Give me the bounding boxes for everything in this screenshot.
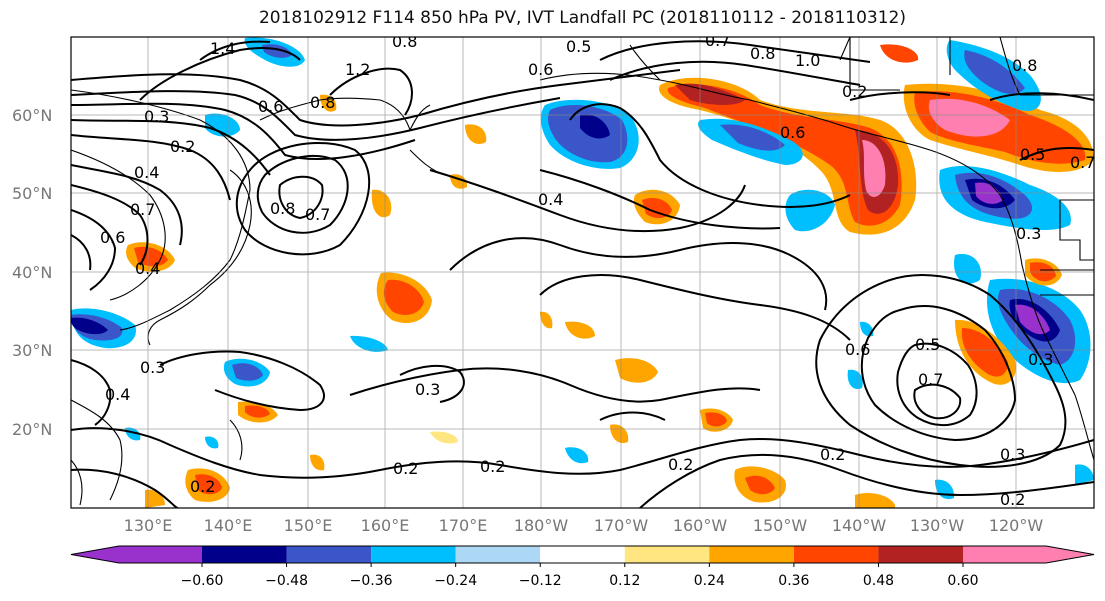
contour-labels: 1.4 0.8 0.5 0.7 0.8 1.0 0.6 1.2 0.3 0.2 … [100, 31, 1095, 509]
contour-label: 0.6 [100, 228, 125, 247]
contour-label: 0.8 [270, 199, 295, 218]
contour-label: 0.4 [538, 190, 563, 209]
colorbar-swatch [963, 546, 1094, 563]
lat-label: 40°N [12, 263, 52, 282]
colorbar-tick-label: −0.48 [265, 573, 308, 589]
contour-lines [71, 40, 1094, 508]
colorbar-swatch [878, 546, 963, 563]
colorbar-tick-label: 0.60 [947, 573, 978, 589]
contour-label: 0.3 [140, 358, 165, 377]
longitude-labels: 130°E 140°E 150°E 160°E 170°E 180°W 170°… [124, 516, 1044, 535]
lat-label: 60°N [12, 106, 52, 125]
contour-label: 0.7 [130, 200, 155, 219]
contour-label: 0.2 [1000, 490, 1025, 509]
contour-label: 0.3 [1000, 445, 1025, 464]
contour-label: 0.8 [750, 44, 775, 63]
colorbar-swatch [286, 546, 372, 563]
contour-label: 0.5 [1020, 145, 1045, 164]
lon-label: 140°E [204, 516, 253, 535]
contour-label: 0.2 [190, 477, 215, 496]
contour-label: 0.2 [668, 455, 693, 474]
lon-label: 170°E [439, 516, 488, 535]
contour-label: 0.2 [170, 137, 195, 156]
lon-label: 160°E [361, 516, 410, 535]
contour-label: 0.4 [135, 259, 160, 278]
lon-label: 150°E [284, 516, 333, 535]
lon-label: 120°W [989, 516, 1044, 535]
lon-label: 180°W [514, 516, 569, 535]
colorbar-tick-label: 0.24 [694, 573, 725, 589]
contour-label: 1.0 [795, 51, 820, 70]
contour-label: 0.3 [1028, 350, 1053, 369]
pv-anomaly-fill [71, 37, 1094, 508]
lon-label: 150°W [753, 516, 808, 535]
contour-label: 0.2 [842, 82, 867, 101]
map-title: 2018102912 F114 850 hPa PV, IVT Landfall… [258, 8, 906, 28]
contour-label: 0.3 [415, 380, 440, 399]
colorbar-ticks: −0.60 −0.48 −0.36 −0.24 −0.12 0.12 0.24 0.36 0.4… [181, 563, 979, 589]
contour-label: 0.3 [1016, 224, 1041, 243]
lon-label: 170°W [594, 516, 649, 535]
lon-label: 140°W [832, 516, 887, 535]
colorbar-swatch [624, 546, 710, 563]
contour-label: 0.2 [480, 457, 505, 476]
contour-label: 0.5 [566, 37, 591, 56]
contour-label: 0.7 [1070, 153, 1095, 172]
contour-label: 0.6 [845, 340, 870, 359]
lon-label: 130°W [910, 516, 965, 535]
contour-label: 0.6 [528, 60, 553, 79]
colorbar-tick-label: 0.36 [778, 573, 809, 589]
colorbar-tick-label: 0.48 [863, 573, 894, 589]
contour-label: 0.2 [820, 445, 845, 464]
contour-label: 0.7 [918, 370, 943, 389]
contour-label: 0.7 [305, 205, 330, 224]
contour-label: 0.2 [393, 459, 418, 478]
colorbar-tick-label: −0.24 [434, 573, 477, 589]
map-frame [70, 36, 1095, 509]
colorbar-swatch [202, 546, 287, 563]
contour-label: 1.2 [345, 60, 370, 79]
colorbar-tick-label: −0.12 [519, 573, 562, 589]
contour-label: 0.3 [144, 107, 169, 126]
contour-label: 1.4 [210, 39, 235, 58]
lon-label: 160°W [673, 516, 728, 535]
latitude-labels: 60°N 50°N 40°N 30°N 20°N [12, 106, 52, 439]
contour-label: 0.7 [705, 31, 730, 50]
contour-label: 0.8 [392, 32, 417, 51]
lat-label: 50°N [12, 184, 52, 203]
colorbar-swatch [793, 546, 879, 563]
colorbar-swatch [709, 546, 794, 563]
colorbar-swatch [371, 546, 456, 563]
colorbar-tick-label: −0.60 [181, 573, 224, 589]
contour-label: 0.8 [1012, 56, 1037, 75]
contour-label: 0.8 [310, 93, 335, 112]
colorbar-swatch [540, 546, 625, 563]
contour-label: 0.6 [258, 97, 283, 116]
colorbar-tick-label: 0.12 [609, 573, 640, 589]
lat-label: 30°N [12, 341, 52, 360]
lat-label: 20°N [12, 420, 52, 439]
lon-label: 130°E [124, 516, 173, 535]
colorbar-tick-label: −0.36 [350, 573, 393, 589]
colorbar-outline [70, 545, 1095, 564]
contour-label: 0.4 [105, 385, 130, 404]
contour-label: 0.6 [780, 123, 805, 142]
colorbar [70, 545, 1095, 564]
colorbar-swatch [71, 546, 202, 563]
gridlines [71, 37, 1094, 508]
contour-label: 0.5 [915, 335, 940, 354]
colorbar-swatch [455, 546, 541, 563]
contour-label: 0.4 [134, 163, 159, 182]
